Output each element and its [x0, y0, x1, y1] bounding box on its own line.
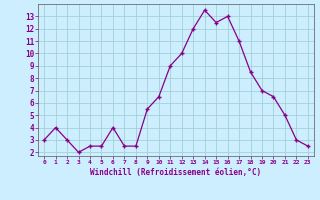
X-axis label: Windchill (Refroidissement éolien,°C): Windchill (Refroidissement éolien,°C)	[91, 168, 261, 177]
